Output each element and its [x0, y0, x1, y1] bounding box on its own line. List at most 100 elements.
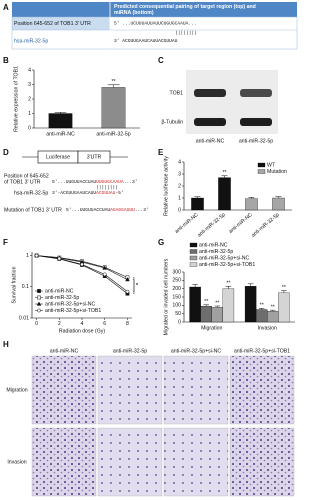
- sequence: 3' ACGUUGAAUCAUUACGUUAU: [114, 38, 178, 44]
- significance: **: [271, 305, 275, 311]
- sequence-part: 5'...UUGUUACCUAU: [66, 207, 110, 213]
- x-tick-label: anti-miR-32-5p: [96, 131, 130, 137]
- bar: [272, 197, 285, 211]
- y-tick-label: 4: [28, 67, 31, 73]
- marker: [80, 262, 84, 267]
- bar: [244, 286, 257, 323]
- significance: **: [282, 285, 286, 291]
- legend-label: anti-miR-32-5p+si-NC: [199, 255, 250, 261]
- panel-label: B: [3, 56, 9, 65]
- legend-label: anti-miR-32-5p: [199, 249, 233, 255]
- y-tick-label: 0.1: [22, 284, 29, 290]
- blot-band: [240, 89, 272, 97]
- bar: [222, 288, 235, 323]
- bar: [218, 177, 231, 211]
- marker: [125, 289, 130, 294]
- column-label: anti-miR-NC: [50, 348, 79, 354]
- legend-marker: [37, 295, 41, 300]
- legend-label: Mutation: [267, 169, 287, 175]
- bar: [191, 197, 204, 211]
- bar: [255, 309, 268, 323]
- significance: **: [260, 303, 264, 309]
- micrograph: [31, 427, 97, 497]
- bar: [200, 306, 212, 323]
- legend-label: anti-miR-32-5p+si-TOB1: [45, 308, 101, 314]
- x-tick-label: anti-miR-32-5p: [197, 212, 227, 239]
- table-cell-text: Position 645-652 of TOB1 3' UTR: [14, 21, 91, 27]
- x-tick-label: 4: [81, 321, 84, 327]
- y-axis-label: Migrated or invaded cell numbers: [163, 258, 169, 335]
- blot-band: [240, 118, 272, 126]
- x-tick-label: Migration: [201, 325, 222, 331]
- table-header: [12, 2, 297, 17]
- micrograph: [229, 427, 295, 497]
- x-tick-label: anti-miR-NC: [46, 131, 75, 137]
- y-tick-label: 200: [172, 286, 181, 292]
- bar: [267, 311, 279, 323]
- marker: [102, 272, 107, 277]
- site-label: of TOB1 3' UTR: [4, 179, 41, 185]
- panel-label: A: [3, 3, 9, 12]
- y-tick-label: 3: [178, 171, 181, 177]
- table-border: [11, 16, 298, 50]
- x-tick-label: 0: [35, 321, 38, 327]
- y-axis-label: Survival fraction: [11, 266, 17, 303]
- lane-label: anti-miR-32-5p: [239, 138, 273, 144]
- column-label: anti-miR-32-5p+si-TOB1: [234, 348, 290, 354]
- marker: [57, 256, 62, 261]
- bar: [48, 113, 73, 129]
- legend-label: anti-miR-32-5p: [45, 295, 79, 301]
- y-tick-label: 150: [172, 294, 181, 300]
- band-label: β-Tubulin: [161, 119, 183, 125]
- panel-label: C: [158, 56, 164, 65]
- y-tick-label: 3: [28, 82, 31, 88]
- series-line: [36, 255, 128, 280]
- y-tick-label: 250: [172, 278, 181, 284]
- x-axis-label: Radiation dose (Gy): [59, 328, 105, 334]
- bar: [101, 87, 126, 129]
- sequence-part: 5'...UUGUUACCUAU: [52, 179, 96, 185]
- bar: [189, 286, 201, 323]
- legend-swatch: [189, 249, 198, 254]
- y-tick-label: 4: [178, 159, 181, 165]
- micrograph: [31, 355, 97, 425]
- legend-marker: [37, 308, 41, 313]
- construct-label: 3'UTR: [87, 154, 102, 160]
- significance: **: [204, 299, 208, 305]
- marker: [34, 253, 39, 258]
- y-tick-label: 1: [26, 253, 29, 259]
- legend-swatch: [189, 255, 198, 261]
- figure: A B C D E F G H Predicted consequential …: [3, 2, 298, 497]
- legend-swatch: [189, 262, 198, 267]
- y-axis-label: Relative luciferase activity: [163, 156, 169, 216]
- legend-label: anti-miR-NC: [45, 288, 74, 294]
- y-tick-label: 50: [175, 311, 181, 317]
- construct-box: [77, 150, 111, 164]
- legend-swatch: [257, 169, 266, 174]
- significance: **: [226, 281, 230, 287]
- x-tick-label: Invasion: [258, 325, 277, 331]
- y-tick-label: 0.01: [19, 315, 29, 321]
- legend-label: anti-miR-32-5p+si-NC: [45, 301, 96, 307]
- significance: **: [111, 79, 115, 85]
- x-tick-label: 2: [58, 321, 61, 327]
- micrograph: [97, 427, 163, 497]
- column-label: anti-miR-32-5p: [113, 348, 147, 354]
- site-label: Position of 645-652: [4, 173, 49, 179]
- x-tick-label: anti-miR-32-5p: [251, 212, 281, 239]
- bar: [245, 198, 258, 211]
- y-tick-label: 1: [28, 111, 31, 117]
- legend-marker: [37, 289, 41, 293]
- row-label: Invasion: [7, 459, 26, 465]
- significance: *: [136, 283, 138, 289]
- y-tick-label: 2: [28, 96, 31, 102]
- mutation-label: Mutation of TOB1 3' UTR: [4, 207, 62, 213]
- sequence: 3'-ACGUUGAAUCAUUACGUUAU-5': [52, 190, 124, 196]
- blot-band: [194, 118, 226, 126]
- significance: **: [222, 170, 226, 176]
- bar: [278, 292, 290, 323]
- legend-label: WT: [267, 162, 276, 168]
- table-cell-text: hsa-miR-32-5p: [14, 38, 48, 44]
- panel-label: E: [158, 148, 164, 157]
